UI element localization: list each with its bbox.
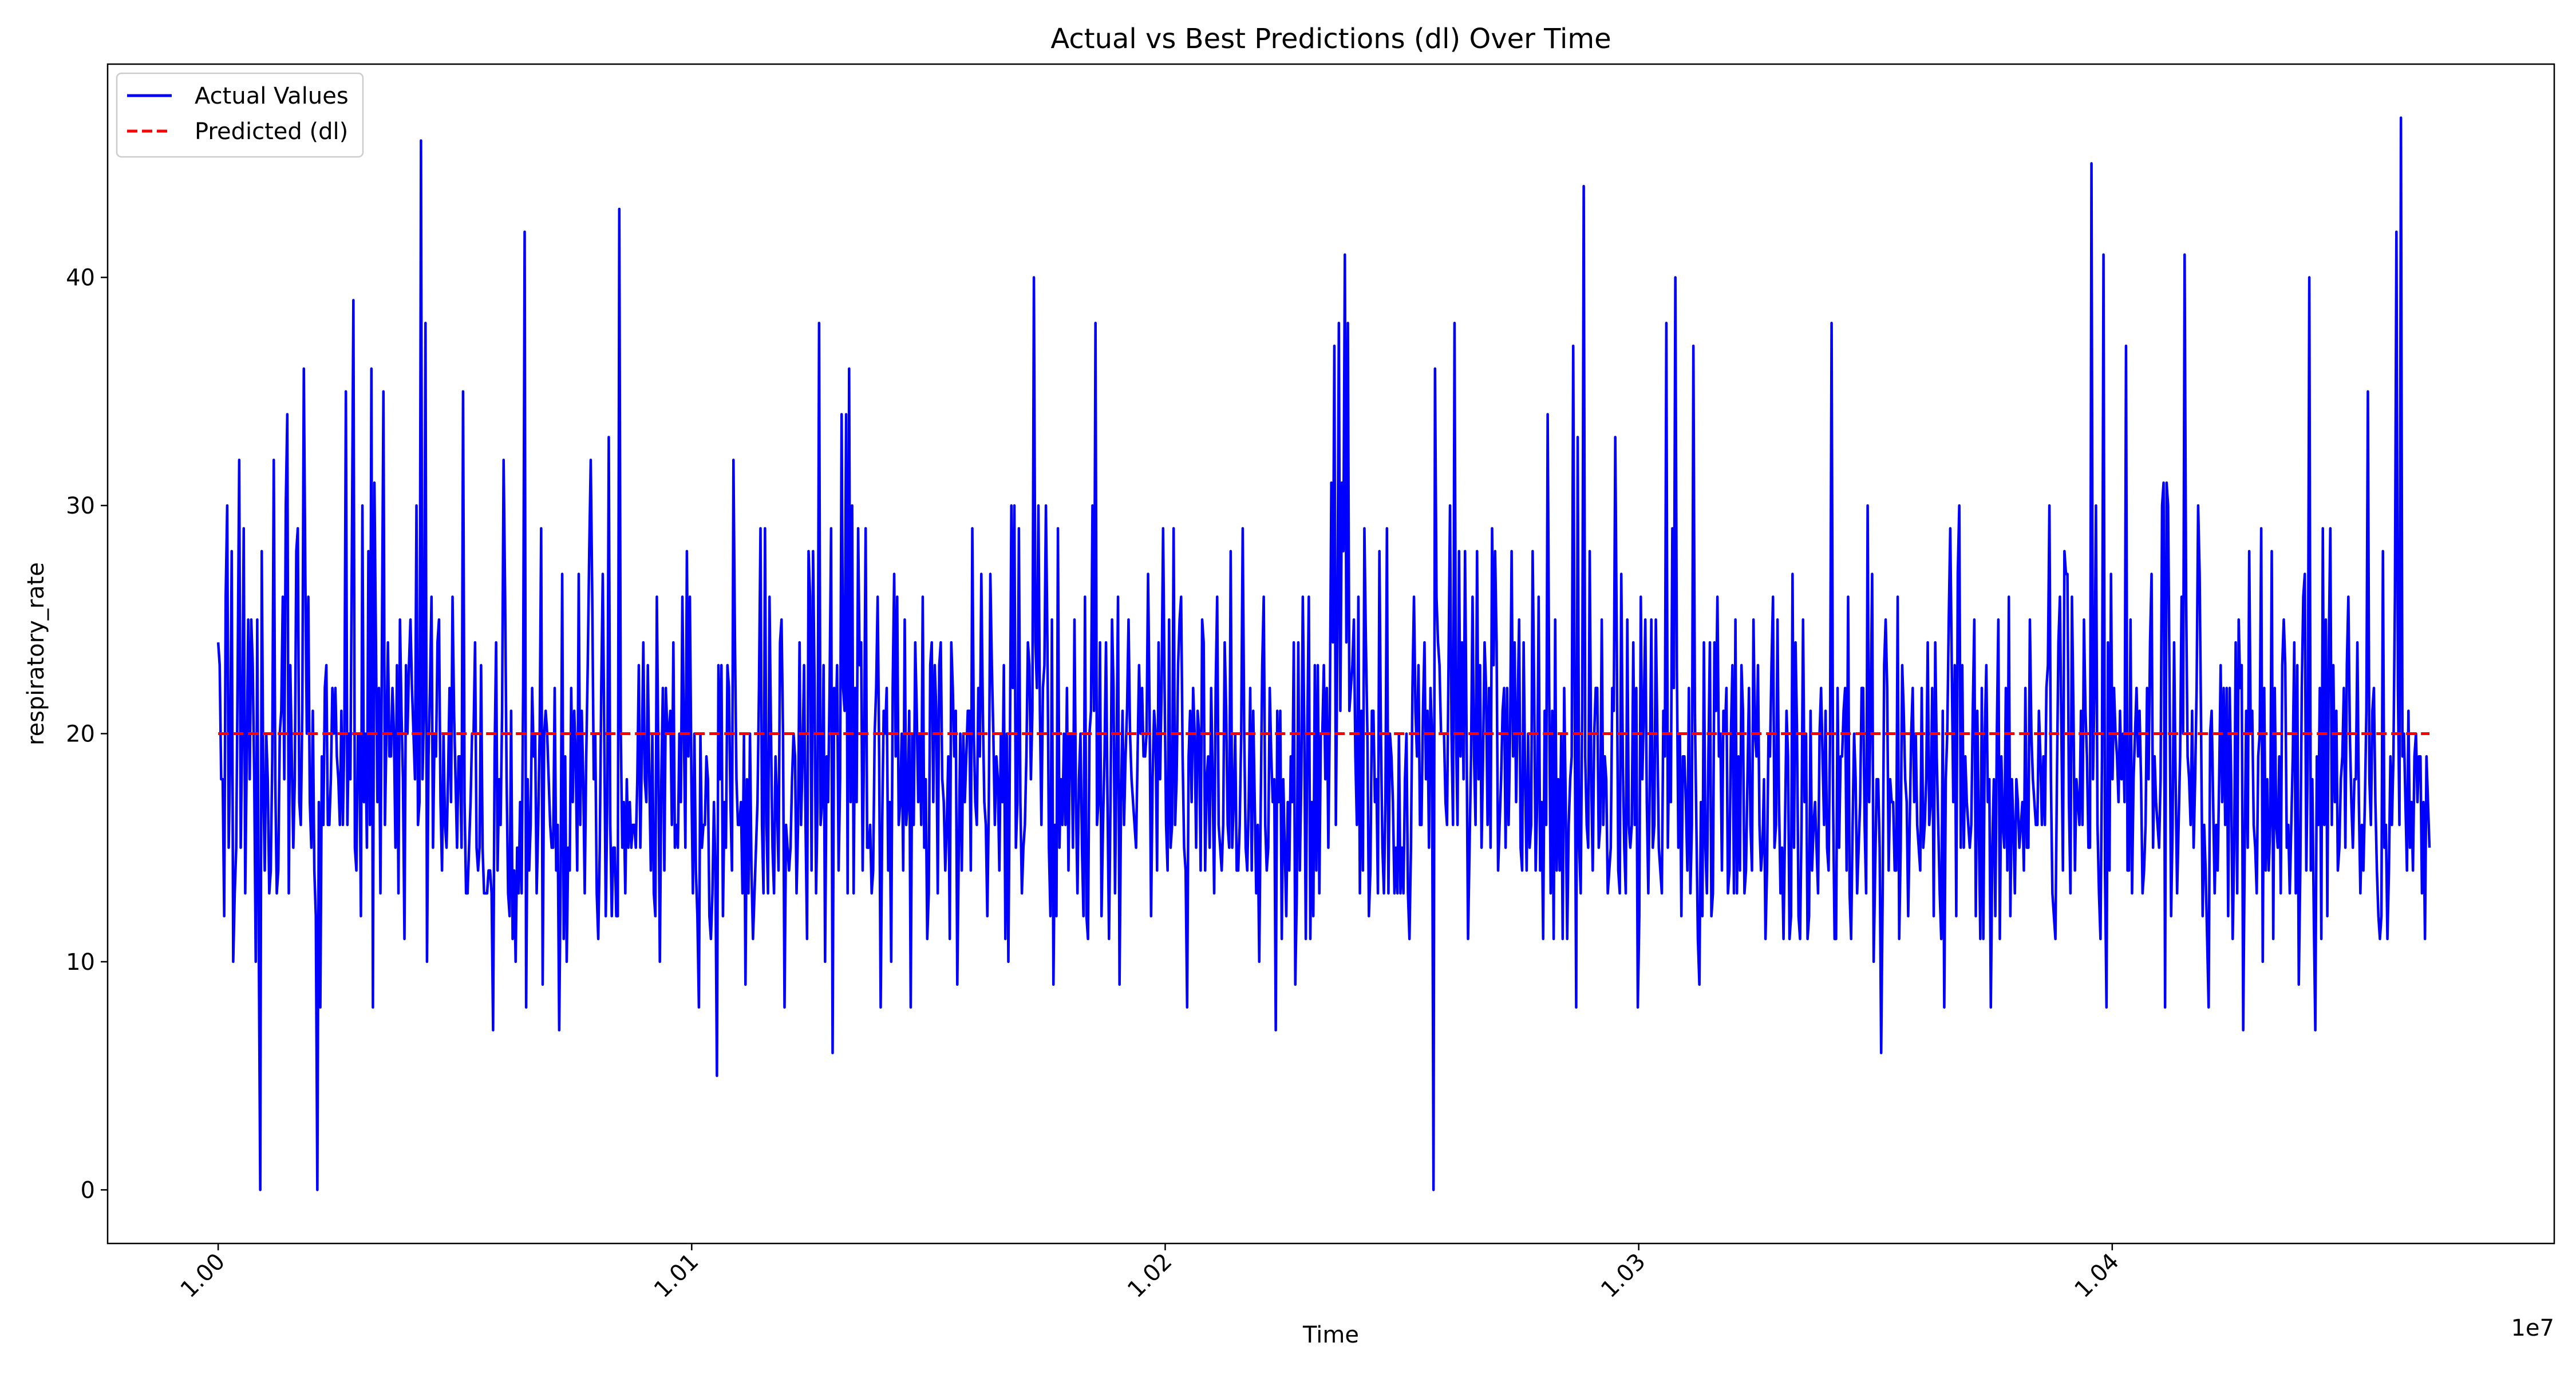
legend: Actual Values Predicted (dl) [116,72,364,158]
x-axis-offset-label: 1e7 [2511,1315,2554,1341]
series-actual-values-line [216,116,2431,1191]
y-tick-label: 20 [66,721,95,747]
y-tick-label: 30 [66,493,95,519]
y-tick-label: 40 [66,265,95,291]
x-axis-label: Time [1302,1322,1359,1348]
plot-frame [106,63,2555,1245]
plot-data [216,116,2431,1191]
chart-title: Actual vs Best Predictions (dl) Over Tim… [1050,23,1611,55]
y-tick-label: 0 [81,1177,95,1203]
y-tick-label: 10 [66,949,95,976]
legend-box [116,72,364,158]
legend-predicted-label: Predicted (dl) [195,119,348,145]
legend-actual-label: Actual Values [195,83,349,109]
y-axis-label: respiratory_rate [23,562,49,745]
